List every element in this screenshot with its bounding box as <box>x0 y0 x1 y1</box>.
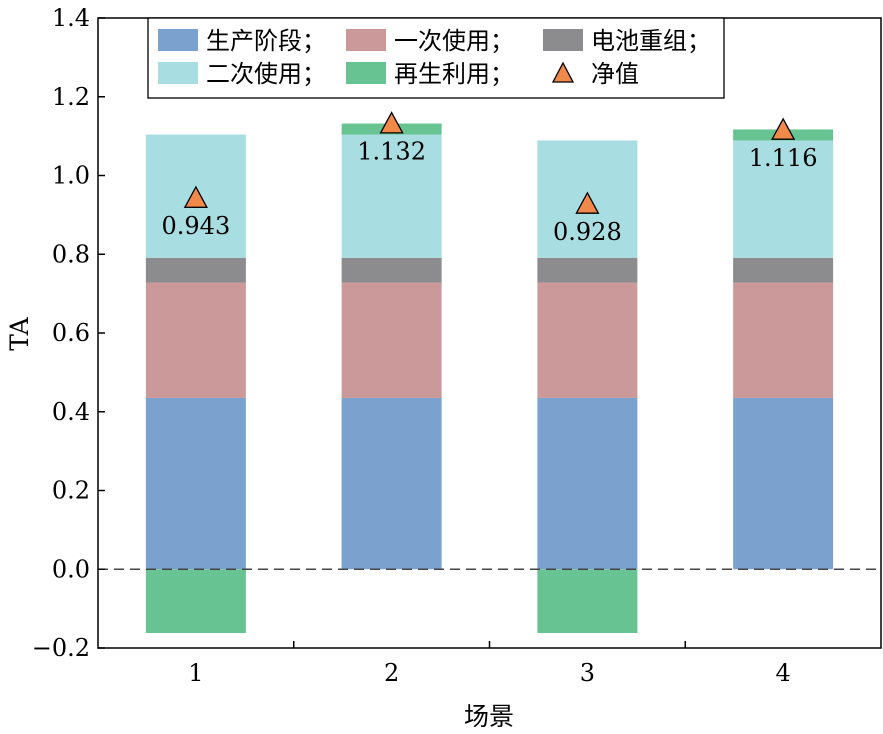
axes-layer: −0.2 0.0 0.2 0.4 0.6 0.8 1.0 1.2 1.4 1 2 3 4 <box>32 4 791 687</box>
net-value-label-2: 1.132 <box>357 138 426 166</box>
legend-swatch-2 <box>543 29 583 51</box>
legend-label-5: 净值 <box>591 60 639 88</box>
bar-segment-s1-c0 <box>145 282 246 398</box>
y-tick-label-7: 1.2 <box>52 83 90 111</box>
x-tick-label-3: 3 <box>580 659 595 687</box>
bar-segment-s1-c3 <box>733 282 834 398</box>
y-tick-label-1: 0.0 <box>52 555 90 583</box>
legend-label-0: 生产阶段； <box>206 27 326 55</box>
net-markers-layer: 0.943 1.132 0.928 1.116 <box>162 111 818 246</box>
legend-swatch-0 <box>158 29 198 51</box>
bar-segment-s3-c3 <box>733 140 834 258</box>
legend-swatch-5 <box>551 61 575 83</box>
legend-swatch-4 <box>346 62 386 84</box>
legend-label-2: 电池重组； <box>591 27 711 55</box>
net-value-label-3: 0.928 <box>553 218 622 246</box>
y-tick-label-0: −0.2 <box>32 634 90 662</box>
x-axis-label: 场景 <box>464 702 514 731</box>
legend-label-3: 二次使用； <box>206 60 326 88</box>
y-tick-label-6: 1.0 <box>52 162 90 190</box>
bar-segment-s0-c0 <box>145 397 246 570</box>
bar-segment-s2-c1 <box>341 257 442 283</box>
legend-box <box>147 17 725 99</box>
y-tick-label-2: 0.2 <box>52 477 90 505</box>
y-tick-label-3: 0.4 <box>52 398 90 426</box>
legend-swatch-1 <box>346 29 386 51</box>
y-tick-label-5: 0.8 <box>52 240 90 268</box>
x-tick-label-1: 1 <box>188 659 203 687</box>
x-tick-label-4: 4 <box>775 659 790 687</box>
y-tick-label-8: 1.4 <box>52 4 90 32</box>
net-marker-4 <box>771 117 796 140</box>
bar-segment-s2-c0 <box>145 257 246 283</box>
bar-segment-s1-c2 <box>537 282 638 398</box>
net-marker-1 <box>183 185 208 208</box>
bar-segment-s0-c1 <box>341 397 442 570</box>
bar-segment-s4-c0 <box>145 569 246 634</box>
bar-segment-s2-c3 <box>733 257 834 283</box>
legend-swatch-3 <box>158 62 198 84</box>
bar-segment-s4-c2 <box>537 569 638 634</box>
y-axis-label: TA <box>5 316 34 350</box>
y-tick-label-4: 0.6 <box>52 319 90 347</box>
bar-segment-s0-c2 <box>537 397 638 570</box>
legend-label-4: 再生利用； <box>394 60 514 88</box>
bar-segment-s2-c2 <box>537 257 638 283</box>
net-marker-3 <box>575 191 600 214</box>
net-value-label-4: 1.116 <box>749 144 818 172</box>
bar-segment-s0-c3 <box>733 397 834 570</box>
net-marker-2 <box>379 111 404 134</box>
x-tick-label-2: 2 <box>384 659 399 687</box>
bar-segment-s1-c1 <box>341 282 442 398</box>
legend-label-1: 一次使用； <box>394 27 514 55</box>
legend: 生产阶段； 一次使用； 电池重组； 二次使用； 再生利用； 净值 <box>147 17 725 99</box>
net-value-label-1: 0.943 <box>162 212 231 240</box>
bars-layer <box>145 123 834 634</box>
bar-segment-s3-c1 <box>341 134 442 258</box>
